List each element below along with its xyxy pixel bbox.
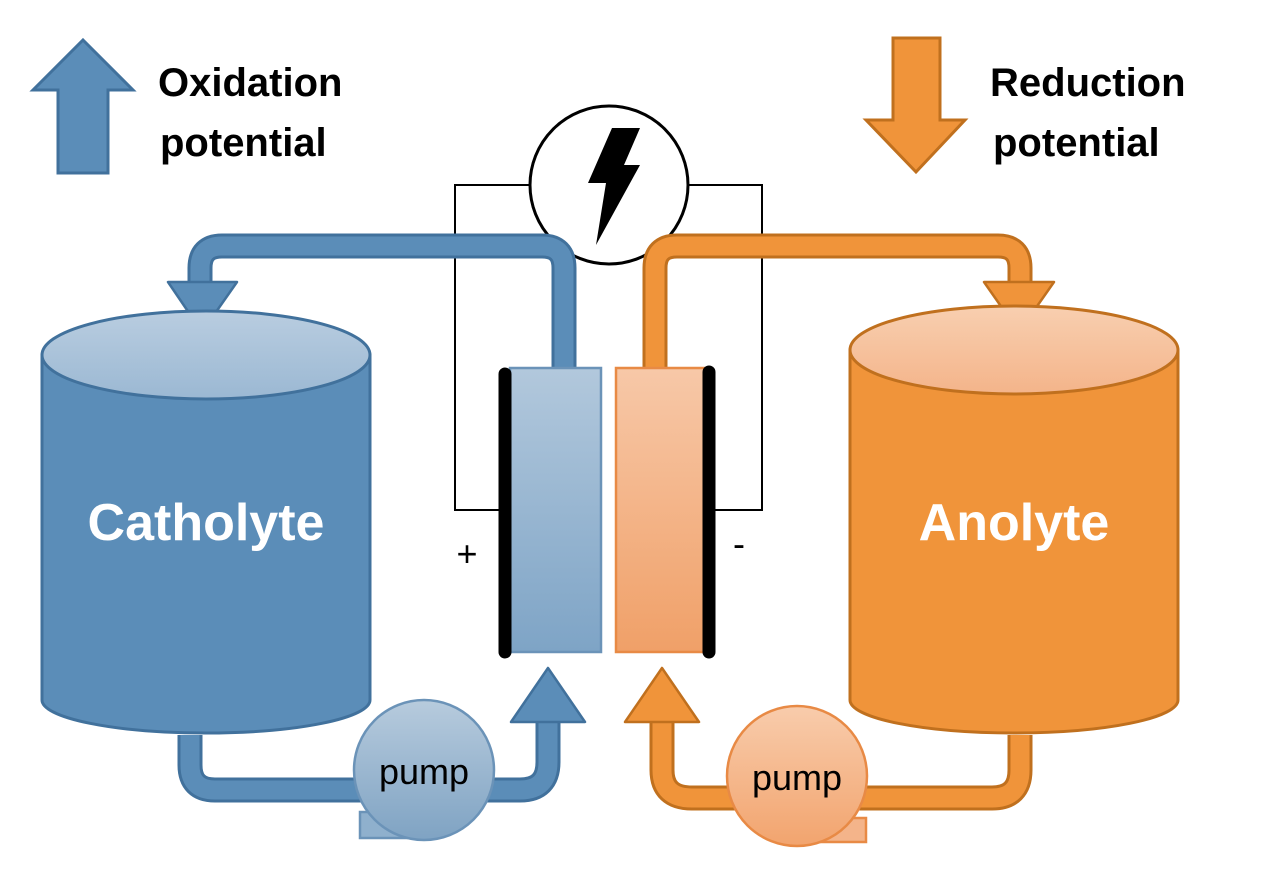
catholyte-return-arrowhead-icon	[166, 280, 239, 334]
catholyte-label: Catholyte	[88, 494, 325, 552]
pump-right-label: pump	[752, 757, 842, 798]
anolyte-feed-arrowhead-icon	[623, 666, 701, 724]
negative-terminal-label: -	[733, 523, 745, 564]
anolyte-return-pipe-inner	[645, 236, 1030, 368]
catholyte-return-pipe-inner	[190, 236, 574, 368]
positive-half-cell	[508, 366, 603, 654]
negative-half-cell	[614, 366, 707, 654]
circuit-wire-right	[688, 184, 763, 511]
oxidation-up-arrow-icon	[29, 37, 137, 175]
catholyte-tank	[40, 309, 372, 735]
pump-left	[352, 698, 496, 842]
reduction-label-line1: Reduction	[990, 61, 1186, 105]
pump-left-label: pump	[379, 751, 469, 792]
lightning-bolt-icon	[588, 128, 640, 245]
anolyte-tank	[848, 304, 1180, 735]
positive-terminal-label: +	[456, 533, 477, 574]
oxidation-label-line1: Oxidation	[158, 61, 342, 105]
catholyte-feed-arrowhead-icon	[509, 666, 587, 724]
circuit-wire	[454, 184, 530, 511]
reduction-label-line2: potential	[993, 121, 1160, 165]
reduction-down-arrow-icon	[862, 36, 969, 175]
oxidation-label-line2: potential	[160, 121, 327, 165]
anolyte-label: Anolyte	[919, 494, 1110, 552]
pump-right	[725, 704, 869, 848]
